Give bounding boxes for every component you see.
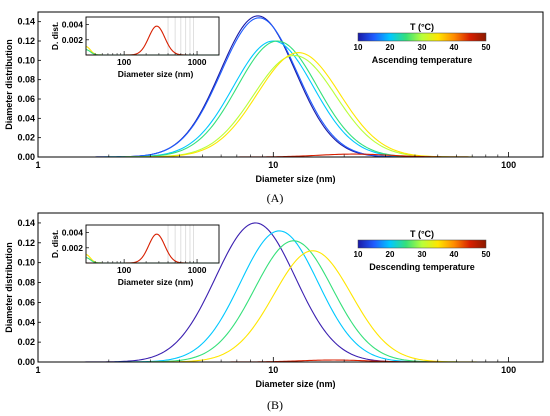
y-tick-label: 0.12 xyxy=(17,238,35,248)
colorbar-tick-label: 10 xyxy=(354,43,363,52)
colorbar-legend: T (°C) 10 20 30 40 50 Descending temperature xyxy=(354,229,491,272)
x-tick-label: 1 xyxy=(35,365,40,375)
y-tick-label: 0.06 xyxy=(17,297,35,307)
colorbar-tick-label: 20 xyxy=(386,250,395,259)
y-tick-label: 0.04 xyxy=(17,113,35,123)
inset-background xyxy=(86,17,219,55)
legend-text: Ascending temperature xyxy=(372,55,473,65)
panels: 0.00 0.02 0.04 0.06 0.08 0.10 0.12 0.14 1 10 100 Di… xyxy=(4,11,544,412)
colorbar-title: T (°C) xyxy=(410,22,434,32)
colorbar-legend: T (°C) 10 20 30 40 50 Ascending temperature xyxy=(354,22,491,65)
inset-y-axis-label: D. dist. xyxy=(50,230,60,258)
y-tick-label: 0.10 xyxy=(17,55,35,65)
x-axis-label: Diameter size (nm) xyxy=(255,379,335,389)
legend-text: Descending temperature xyxy=(369,262,475,272)
y-tick-label: 0.00 xyxy=(17,152,35,162)
chart-panel-b: 0.00 0.02 0.04 0.06 0.08 0.10 0.12 0.14 1 10 100 Di… xyxy=(4,212,544,412)
inset-x-axis-label: Diameter size (nm) xyxy=(118,69,194,79)
y-tick-label: 0.04 xyxy=(17,317,35,327)
inset-x-tick-label: 1000 xyxy=(188,57,207,67)
y-tick-label: 0.00 xyxy=(17,357,35,367)
colorbar-tick-label: 40 xyxy=(450,43,459,52)
inset-faint-lines xyxy=(167,17,195,55)
y-tick-label: 0.12 xyxy=(17,36,35,46)
inset-chart: 0.002 0.004 100 1000 Diameter size (nm) D. di… xyxy=(50,16,220,79)
x-tick-label: 1 xyxy=(35,160,40,170)
x-tick-label: 100 xyxy=(501,160,516,170)
inset-faint-lines xyxy=(167,225,195,263)
chart-panel-a: 0.00 0.02 0.04 0.06 0.08 0.10 0.12 0.14 1 10 100 Di… xyxy=(4,11,544,205)
y-tick-label: 0.06 xyxy=(17,94,35,104)
plot-frame xyxy=(37,212,544,363)
panel-label: (A) xyxy=(267,191,284,205)
x-tick-label: 100 xyxy=(501,365,516,375)
x-tick-label: 10 xyxy=(268,365,278,375)
plot-frame xyxy=(37,11,544,158)
inset-y-tick-label: 0.002 xyxy=(62,243,84,253)
series-line-6 xyxy=(38,52,543,158)
colorbar-tick-label: 10 xyxy=(354,250,363,259)
inset-x-tick-label: 100 xyxy=(117,57,131,67)
y-tick-label: 0.14 xyxy=(17,218,35,228)
y-tick-label: 0.14 xyxy=(17,17,35,27)
y-axis-label: Diameter distribution xyxy=(4,242,14,333)
colorbar-tick-label: 40 xyxy=(450,250,459,259)
inset-y-tick-label: 0.002 xyxy=(62,35,84,45)
x-tick-label: 10 xyxy=(268,160,278,170)
series-line-5 xyxy=(38,54,543,158)
inset-frame xyxy=(85,224,220,264)
colorbar-tick-label: 50 xyxy=(482,250,491,259)
inset-x-axis-label: Diameter size (nm) xyxy=(118,277,194,287)
y-tick-label: 0.02 xyxy=(17,133,35,143)
colorbar-tick-label: 30 xyxy=(418,43,427,52)
x-axis-label: Diameter size (nm) xyxy=(255,174,335,184)
panel-label: (B) xyxy=(267,398,283,412)
inset-x-tick-label: 100 xyxy=(117,265,131,275)
inset-frame xyxy=(85,16,220,56)
inset-y-tick-label: 0.004 xyxy=(62,20,84,30)
inset-chart: 0.002 0.004 100 1000 Diameter size (nm) D. di… xyxy=(50,224,220,287)
colorbar-title: T (°C) xyxy=(410,229,434,239)
inset-background xyxy=(86,225,219,263)
inset-x-tick-label: 1000 xyxy=(188,265,207,275)
inset-y-tick-label: 0.004 xyxy=(62,228,84,238)
colorbar-tick-label: 30 xyxy=(418,250,427,259)
y-tick-label: 0.02 xyxy=(17,337,35,347)
y-tick-label: 0.08 xyxy=(17,75,35,85)
y-tick-label: 0.08 xyxy=(17,278,35,288)
colorbar-tick-label: 20 xyxy=(386,43,395,52)
y-axis-label: Diameter distribution xyxy=(4,39,14,130)
colorbar-gradient xyxy=(357,32,487,42)
y-tick-label: 0.10 xyxy=(17,258,35,268)
colorbar-gradient xyxy=(357,239,487,249)
inset-y-axis-label: D. dist. xyxy=(50,22,60,50)
colorbar-tick-label: 50 xyxy=(482,43,491,52)
